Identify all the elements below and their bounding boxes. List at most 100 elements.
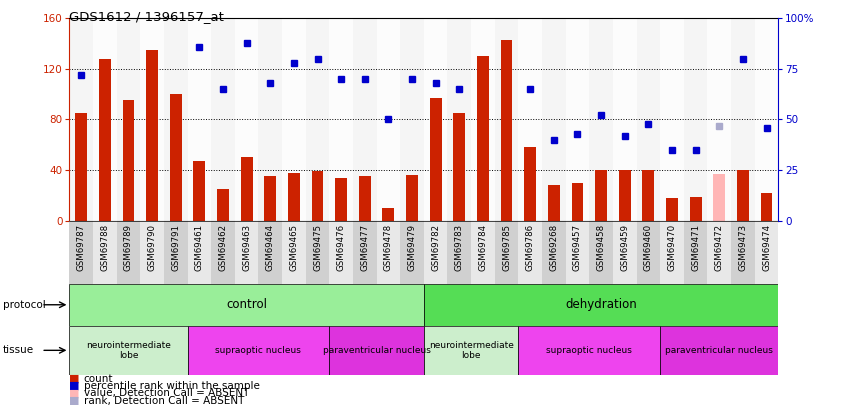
Bar	[448, 18, 471, 221]
Bar	[329, 326, 424, 375]
Bar	[194, 161, 206, 221]
Bar	[117, 18, 140, 221]
Bar	[566, 221, 590, 284]
Bar	[642, 170, 654, 221]
Bar	[212, 221, 235, 284]
Bar	[353, 221, 376, 284]
Text: ■: ■	[69, 396, 80, 405]
Text: ■: ■	[69, 388, 80, 398]
Bar	[424, 326, 519, 375]
Bar	[519, 18, 542, 221]
Bar	[618, 170, 630, 221]
Bar	[99, 59, 111, 221]
Bar	[305, 221, 329, 284]
Bar	[376, 18, 400, 221]
Bar	[519, 326, 660, 375]
Bar	[761, 193, 772, 221]
Text: GSM69473: GSM69473	[739, 224, 747, 271]
Bar	[660, 326, 778, 375]
Bar	[69, 284, 424, 326]
Text: GSM69782: GSM69782	[431, 224, 440, 271]
Bar	[424, 284, 778, 326]
Text: GSM69784: GSM69784	[479, 224, 487, 271]
Bar	[140, 18, 164, 221]
Bar	[235, 221, 258, 284]
Bar	[188, 221, 212, 284]
Bar	[596, 170, 607, 221]
Text: GSM69476: GSM69476	[337, 224, 346, 271]
Text: tissue: tissue	[3, 345, 34, 355]
Bar	[519, 221, 542, 284]
Text: GSM69783: GSM69783	[455, 224, 464, 271]
Bar	[707, 18, 731, 221]
Bar	[660, 18, 684, 221]
Text: GSM69457: GSM69457	[573, 224, 582, 271]
Bar	[590, 18, 613, 221]
Bar	[424, 18, 448, 221]
Text: control: control	[226, 298, 267, 311]
Bar	[660, 221, 684, 284]
Bar	[400, 221, 424, 284]
Bar	[75, 113, 87, 221]
Text: count: count	[84, 374, 113, 384]
Bar	[311, 171, 323, 221]
Bar	[684, 18, 707, 221]
Bar	[548, 185, 560, 221]
Bar	[495, 18, 519, 221]
Text: GSM69459: GSM69459	[620, 224, 629, 271]
Bar	[329, 221, 353, 284]
Text: GSM69464: GSM69464	[266, 224, 275, 271]
Bar	[666, 198, 678, 221]
Text: rank, Detection Call = ABSENT: rank, Detection Call = ABSENT	[84, 396, 244, 405]
Bar	[525, 147, 536, 221]
Bar	[471, 18, 495, 221]
Text: dehydration: dehydration	[565, 298, 637, 311]
Text: GSM69471: GSM69471	[691, 224, 700, 271]
Bar	[164, 18, 188, 221]
Bar	[731, 18, 755, 221]
Text: GDS1612 / 1396157_at: GDS1612 / 1396157_at	[69, 10, 224, 23]
Text: protocol: protocol	[3, 300, 46, 310]
Text: ■: ■	[69, 381, 80, 391]
Bar	[430, 98, 442, 221]
Text: GSM69477: GSM69477	[360, 224, 369, 271]
Bar	[684, 221, 707, 284]
Bar	[164, 221, 188, 284]
Text: GSM69472: GSM69472	[715, 224, 723, 271]
Text: GSM69458: GSM69458	[596, 224, 606, 271]
Bar	[188, 18, 212, 221]
Bar	[376, 221, 400, 284]
Text: GSM69474: GSM69474	[762, 224, 771, 271]
Bar	[636, 18, 660, 221]
Text: GSM69787: GSM69787	[77, 224, 85, 271]
Bar	[217, 189, 229, 221]
Bar	[755, 221, 778, 284]
Text: supraoptic nucleus: supraoptic nucleus	[547, 346, 632, 355]
Bar	[731, 221, 755, 284]
Bar	[264, 177, 276, 221]
Bar	[305, 18, 329, 221]
Bar	[335, 178, 347, 221]
Bar	[329, 18, 353, 221]
Bar	[566, 18, 590, 221]
Text: percentile rank within the sample: percentile rank within the sample	[84, 381, 260, 391]
Text: GSM69790: GSM69790	[147, 224, 157, 271]
Bar	[258, 221, 282, 284]
Text: paraventricular nucleus: paraventricular nucleus	[322, 346, 431, 355]
Text: neurointermediate
lobe: neurointermediate lobe	[429, 341, 514, 360]
Bar	[258, 18, 282, 221]
Bar	[69, 221, 93, 284]
Bar	[69, 18, 93, 221]
Bar	[359, 177, 371, 221]
Text: GSM69465: GSM69465	[289, 224, 299, 271]
Bar	[212, 18, 235, 221]
Text: GSM69470: GSM69470	[667, 224, 677, 271]
Bar	[117, 221, 140, 284]
Bar	[542, 18, 566, 221]
Bar	[613, 221, 636, 284]
Bar	[471, 221, 495, 284]
Bar	[453, 113, 465, 221]
Text: GSM69463: GSM69463	[242, 224, 251, 271]
Bar	[448, 221, 471, 284]
Text: GSM69268: GSM69268	[549, 224, 558, 271]
